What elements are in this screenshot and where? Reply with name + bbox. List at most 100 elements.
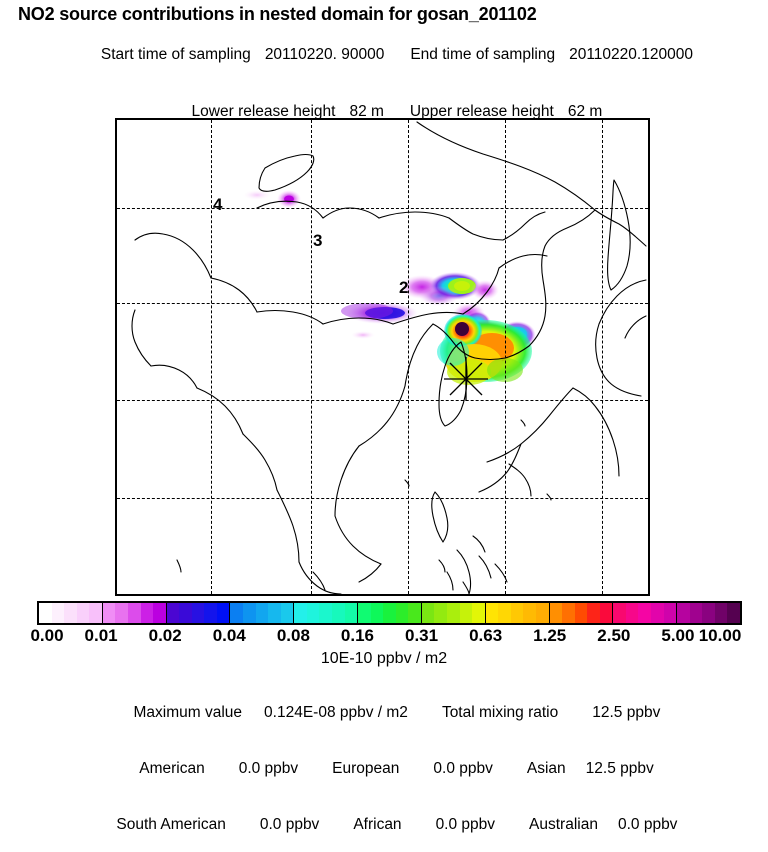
region-asian-label: Asian [526,760,566,777]
start-time-label: Start time of sampling [100,46,251,63]
region-australian-label: Australian [529,816,598,833]
colorbar-tick-1: 0.01 [84,626,118,645]
end-time-value: 20110220.120000 [569,46,693,63]
upper-release-value: 62 m [567,103,603,120]
region-european-label: European [332,760,400,777]
region-australian-value: 0.0 ppbv [617,816,678,833]
lower-release-value: 82 m [349,103,384,120]
trajectory-label-2: 2 [399,278,409,297]
colorbar-step [127,603,141,623]
gridline-horizontal-1 [117,208,648,209]
colorbar-step [243,603,256,623]
colorbar-step [485,603,499,623]
region-south-american-label: South American [116,816,226,833]
colorbar-step [153,603,166,623]
colorbar-step [358,603,371,623]
colorbar-segment-6[interactable] [421,603,486,623]
colorbar[interactable] [37,601,742,625]
page-title: NO2 source contributions in nested domai… [18,4,537,24]
colorbar-step [408,603,421,623]
colorbar-step [370,603,384,623]
colorbar-step [574,603,588,623]
region-european-value: 0.0 ppbv [433,760,493,777]
colorbar-step [677,603,690,623]
colorbar-tick-labels: 0.00 0.01 0.02 0.04 0.08 0.16 0.31 0.63 1.25 2.50… [0,626,768,648]
region-american-value: 0.0 ppbv [238,760,299,777]
colorbar-tick-3: 0.04 [212,626,246,645]
concentration-plume-layer [243,190,536,385]
receptor-star-icon [444,357,488,401]
maximum-value: 0.124E-08 ppbv / m2 [264,704,408,721]
colorbar-step [510,603,524,623]
colorbar-segment-7[interactable] [485,603,550,623]
colorbar-step [51,603,65,623]
colorbar-tick-5: 0.16 [340,626,374,645]
colorbar-step [191,603,205,623]
end-time-label: End time of sampling [410,46,556,63]
region-row-2: South American 0.0 ppbv African 0.0 ppbv Aus… [0,798,768,852]
colorbar-step [280,603,294,623]
region-american-label: American [139,760,205,777]
colorbar-segment-8[interactable] [549,603,614,623]
colorbar-step [549,603,563,623]
region-african-value: 0.0 ppbv [435,816,496,833]
colorbar-step [727,603,740,623]
colorbar-segment-2[interactable] [166,603,231,623]
colorbar-step [89,603,102,623]
gridline-horizontal-4 [117,498,648,499]
release-height-row: Lower release height 82 m Upper release he… [0,85,768,139]
sampling-time-row: Start time of sampling 20110220. 90000 End… [0,28,768,82]
gridline-vertical-3 [408,120,409,594]
gridline-vertical-1 [211,120,212,594]
colorbar-step [166,603,180,623]
colorbar-step [216,603,230,623]
colorbar-step [459,603,473,623]
total-mixing-ratio-value: 12.5 ppbv [592,704,661,721]
colorbar-step [102,603,116,623]
colorbar-segment-10[interactable] [677,603,740,623]
colorbar-step [344,603,358,623]
colorbar-step [395,603,409,623]
colorbar-step [472,603,485,623]
colorbar-step [115,603,128,623]
colorbar-segment-4[interactable] [294,603,359,623]
gridline-vertical-2 [311,120,312,594]
colorbar-segment-1[interactable] [102,603,167,623]
colorbar-step [599,603,613,623]
colorbar-step [434,603,447,623]
colorbar-step [498,603,511,623]
colorbar-step [447,603,460,623]
colorbar-unit-label: 10E-10 ppbv / m2 [320,650,448,667]
colorbar-step [714,603,728,623]
colorbar-tick-10: 5.00 [661,626,695,645]
colorbar-segment-5[interactable] [358,603,422,623]
colorbar-tick-6: 0.31 [404,626,439,645]
max-total-row: Maximum value 0.124E-08 ppbv / m2 Total mi… [0,686,768,740]
colorbar-tick-8: 1.25 [533,626,567,645]
colorbar-tick-4: 0.08 [276,626,310,645]
plot-canvas: NO2 source contributions in nested domai… [0,4,768,833]
colorbar-step [689,603,703,623]
trajectory-label-3: 3 [313,231,323,250]
colorbar-step [179,603,192,623]
colorbar-segment-9[interactable] [613,603,678,623]
colorbar-tick-9: 2.50 [597,626,631,645]
colorbar-step [319,603,332,623]
gridline-horizontal-3 [117,400,648,401]
statistics-block: Maximum value 0.124E-08 ppbv / m2 Total mi… [0,684,768,852]
colorbar-step [306,603,320,623]
colorbar-step [331,603,345,623]
map-panel[interactable]: 4 3 2 [115,118,650,596]
colorbar-segment-3[interactable] [230,603,295,623]
colorbar-segment-0[interactable] [39,603,103,623]
gridline-vertical-5 [602,120,603,594]
colorbar-step [613,603,626,623]
total-mixing-ratio-label: Total mixing ratio [441,704,559,721]
colorbar-step [562,603,575,623]
colorbar-step [268,603,281,623]
colorbar-step [625,603,639,623]
colorbar-step [702,603,715,623]
colorbar-step [535,603,549,623]
gridline-vertical-4 [505,120,506,594]
colorbar-step [294,603,307,623]
